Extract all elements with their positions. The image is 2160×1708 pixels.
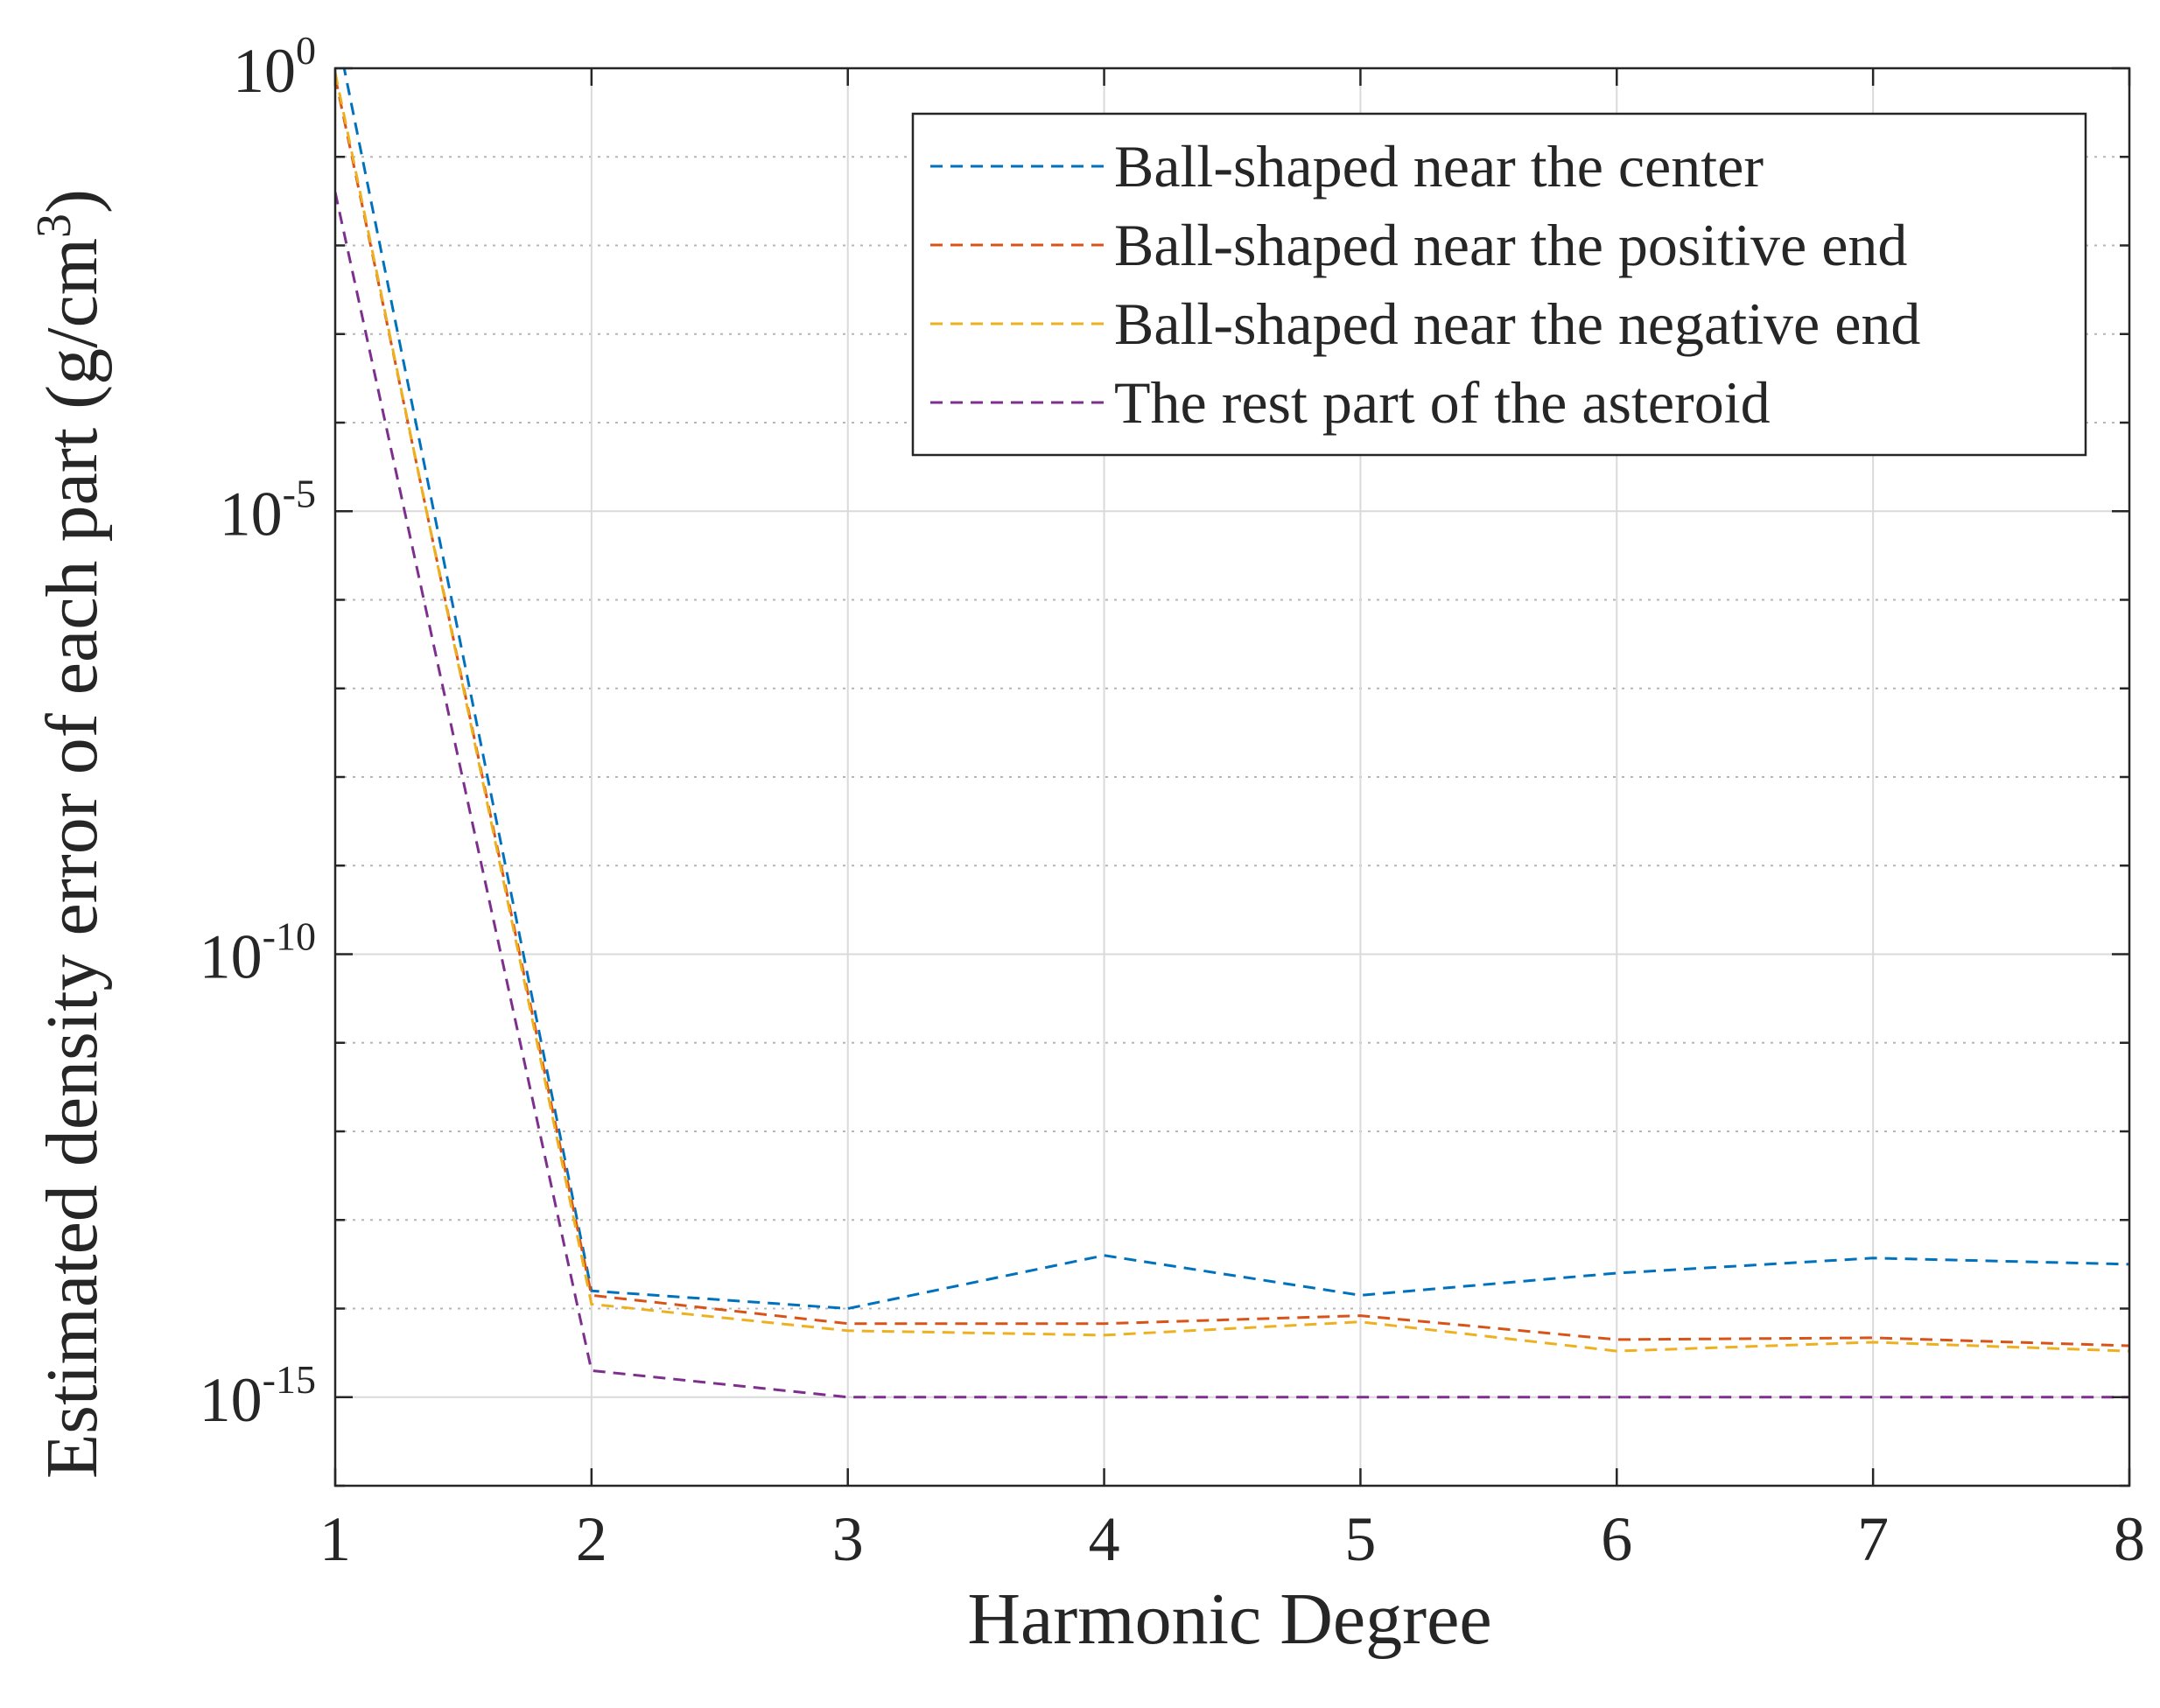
series-line-2	[335, 76, 2129, 1348]
y-axis-title: Estimated density error of each part (g/…	[27, 189, 113, 1479]
y-tick-exponent: 0	[296, 28, 316, 73]
x-tick-label: 8	[2114, 1504, 2145, 1574]
x-tick-labels: 1 2 3 4 5 6 7 8	[319, 1504, 2145, 1574]
x-axis-title: Harmonic Degree	[967, 1578, 1491, 1660]
series-line-3	[335, 72, 2129, 1353]
y-axis-title-close: )	[32, 189, 113, 214]
y-tick-base: 10	[220, 479, 283, 549]
y-tick-exponent: -10	[263, 914, 316, 959]
y-tick-label: 100	[233, 28, 316, 106]
x-tick-label: 3	[832, 1504, 864, 1574]
y-tick-exponent: -5	[283, 471, 316, 515]
series-line-1	[342, 68, 2129, 1311]
y-tick-base: 10	[233, 36, 296, 106]
y-tick-base: 10	[200, 922, 263, 992]
axis-ticks	[333, 66, 2131, 1488]
x-tick-label: 6	[1601, 1504, 1632, 1574]
series-lines	[335, 68, 2129, 1399]
y-tick-base: 10	[200, 1365, 263, 1435]
y-tick-label: 10-10	[200, 914, 316, 992]
legend-label: Ball-shaped near the positive end	[1114, 212, 1907, 278]
y-axis-title-main: Estimated density error of each part (g/…	[32, 238, 113, 1479]
legend-label: Ball-shaped near the center	[1114, 133, 1764, 200]
y-tick-label: 10-15	[200, 1357, 316, 1435]
y-axis-title-superscript: 3	[27, 214, 81, 238]
legend: Ball-shaped near the center Ball-shaped n…	[911, 112, 2087, 457]
y-tick-exponent: -15	[263, 1357, 316, 1402]
x-tick-label: 2	[576, 1504, 607, 1574]
x-tick-label: 7	[1857, 1504, 1889, 1574]
legend-label: Ball-shaped near the negative end	[1114, 290, 1920, 357]
legend-box	[911, 112, 2087, 457]
series-line-4	[335, 192, 2129, 1399]
x-tick-label: 1	[319, 1504, 351, 1574]
legend-label: The rest part of the asteroid	[1114, 369, 1771, 436]
x-tick-label: 4	[1089, 1504, 1120, 1574]
y-tick-label: 10-5	[220, 471, 316, 549]
x-tick-label: 5	[1344, 1504, 1376, 1574]
